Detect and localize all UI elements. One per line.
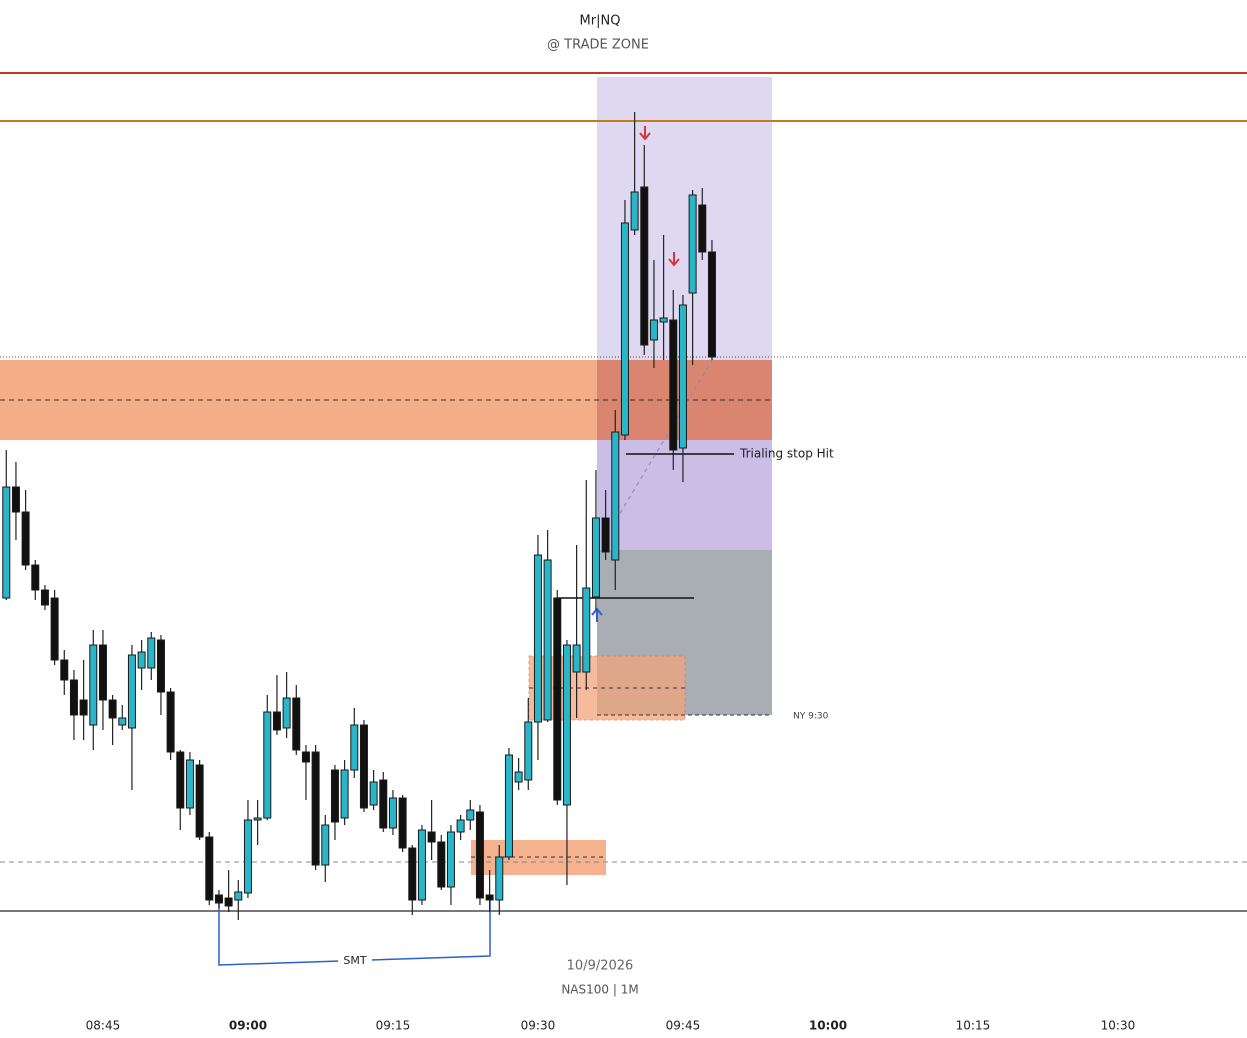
candle-body — [21, 511, 30, 566]
candle-body — [533, 554, 542, 723]
candle-body — [669, 319, 678, 451]
candle-body — [11, 486, 20, 513]
candle-body — [40, 589, 49, 606]
candle-body — [330, 769, 339, 823]
candle-body — [301, 751, 310, 763]
candle-body — [31, 564, 40, 591]
candle-body — [98, 644, 107, 701]
candle-body — [321, 824, 330, 866]
candle-body — [649, 319, 658, 341]
chart-subtitle: @ TRADE ZONE — [547, 38, 649, 53]
candle-body — [659, 317, 668, 323]
candle-body — [2, 486, 11, 599]
watermark: 10/9/2026 — [567, 959, 634, 974]
x-tick-label: 10:00 — [809, 1019, 847, 1033]
candle-body — [553, 597, 562, 801]
candle-body — [60, 659, 69, 681]
target-zone-inner — [597, 440, 772, 550]
annotation: NY 9:30 — [793, 712, 829, 722]
x-tick-label: 09:15 — [376, 1019, 411, 1033]
sell-arrow — [668, 252, 680, 267]
candle-body — [630, 191, 639, 231]
candle-body — [79, 699, 88, 716]
candle-body — [185, 759, 194, 809]
candle-body — [698, 204, 707, 253]
candle-body — [272, 711, 281, 731]
candle-body — [475, 811, 484, 899]
candle-body — [408, 847, 417, 901]
candle-body — [495, 856, 504, 901]
candle-body — [417, 829, 426, 901]
candle-body — [398, 797, 407, 849]
buy-arrow — [591, 607, 603, 622]
chart-title: Mr|NQ — [580, 14, 621, 29]
fvg-zone — [528, 655, 686, 721]
candle-body — [282, 697, 291, 729]
candle-body — [688, 194, 697, 294]
x-tick-label: 09:30 — [521, 1019, 556, 1033]
symbol: NAS100 | 1M — [561, 983, 638, 997]
candle-body — [156, 639, 165, 693]
candle-body — [369, 781, 378, 806]
candle-body — [166, 691, 175, 753]
x-tick-label: 09:45 — [666, 1019, 701, 1033]
candle-body — [311, 751, 320, 866]
candle-body — [446, 831, 455, 888]
candle-body — [562, 644, 571, 806]
candle-body — [640, 186, 649, 346]
x-tick-label: 09:00 — [229, 1019, 267, 1033]
candle-body — [214, 894, 223, 904]
candle-body — [292, 697, 301, 751]
candles — [2, 112, 716, 920]
candle-body — [379, 779, 388, 829]
candle-body — [678, 304, 687, 449]
candle-body — [601, 517, 610, 553]
candle-body — [50, 597, 59, 661]
x-tick-label: 08:45 — [86, 1019, 121, 1033]
candle-body — [263, 711, 272, 819]
candle-body — [195, 764, 204, 838]
candle-body — [340, 769, 349, 819]
candle-body — [707, 251, 716, 358]
candle-body — [543, 559, 552, 721]
candle-body — [69, 679, 78, 716]
candle-body — [359, 724, 368, 809]
candle-body — [89, 644, 98, 726]
candle-body — [147, 637, 156, 669]
candle-body — [127, 654, 136, 729]
candle-body — [427, 831, 436, 843]
smt-label-bg — [338, 953, 372, 969]
candle-body — [350, 724, 359, 771]
sell-arrow — [639, 126, 651, 141]
candle-body — [388, 797, 397, 829]
candle-body — [504, 754, 513, 858]
candle-body — [591, 517, 600, 598]
candle-body — [137, 651, 146, 669]
x-tick-label: 10:30 — [1101, 1019, 1136, 1033]
candle-body — [234, 891, 243, 901]
candle-body — [243, 819, 252, 894]
candle-body — [176, 751, 185, 809]
candle-body — [524, 721, 533, 781]
annotation: SMT — [343, 954, 366, 967]
candle-body — [620, 222, 629, 436]
candle-body — [466, 809, 475, 821]
candle-body — [582, 587, 591, 673]
candle-body — [118, 717, 127, 726]
candle-body — [108, 699, 117, 719]
candle-body — [224, 897, 233, 907]
candle-body — [456, 819, 465, 833]
candle-body — [572, 644, 581, 673]
candle-body — [205, 836, 214, 901]
candle-body — [514, 771, 523, 783]
candle-body — [253, 817, 262, 821]
candle-body — [611, 431, 620, 561]
candle-body — [437, 841, 446, 888]
annotation: Trialing stop Hit — [739, 447, 834, 461]
x-tick-label: 10:15 — [956, 1019, 991, 1033]
candle-body — [485, 894, 494, 901]
